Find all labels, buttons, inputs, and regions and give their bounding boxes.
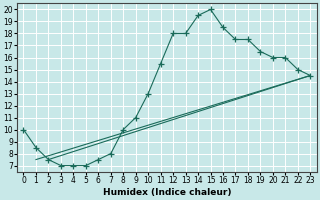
X-axis label: Humidex (Indice chaleur): Humidex (Indice chaleur) <box>103 188 231 197</box>
